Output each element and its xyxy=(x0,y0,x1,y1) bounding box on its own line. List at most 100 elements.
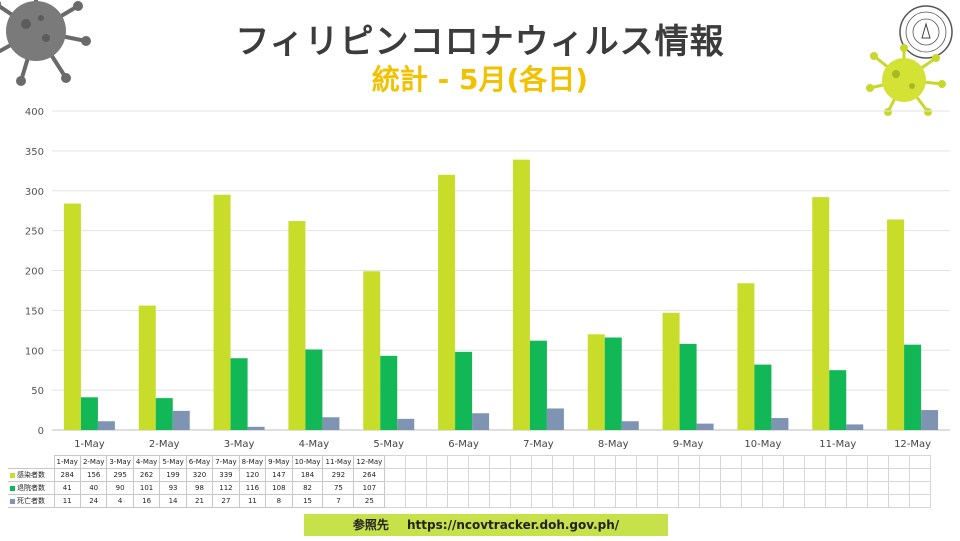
table-header-cell: 9-May xyxy=(265,455,293,469)
table-empty-cell xyxy=(699,468,722,482)
table-cell: 147 xyxy=(265,468,293,482)
bar-recovered xyxy=(904,344,922,430)
table-empty-cell xyxy=(804,481,827,495)
table-cell: 40 xyxy=(79,481,108,495)
table-empty-cell xyxy=(384,494,407,508)
table-empty-cell xyxy=(426,494,449,508)
table-header-cell: 2-May xyxy=(79,455,108,469)
table-empty-cell xyxy=(657,455,680,469)
table-row: 感染者数 284 156 295 262 199 320 339 120 147 184 292 264 xyxy=(8,468,932,482)
bar-cases xyxy=(138,305,156,430)
table-empty-cell xyxy=(846,468,869,482)
table-cell: 24 xyxy=(79,494,108,508)
table-cell: 156 xyxy=(79,468,108,482)
bar-cases xyxy=(213,194,231,430)
table-cell: 108 xyxy=(265,481,293,495)
bar-recovered xyxy=(380,355,398,430)
bar-recovered xyxy=(604,337,622,430)
table-empty-cell xyxy=(846,494,869,508)
table-empty-cell xyxy=(468,481,491,495)
table-empty-cell xyxy=(804,468,827,482)
table-cell: 93 xyxy=(159,481,187,495)
table-empty-cell xyxy=(405,455,428,469)
table-row: 死亡者数 11 24 4 16 14 21 27 11 8 15 7 25 xyxy=(8,494,932,508)
bar-deaths xyxy=(397,418,415,430)
table-empty-cell xyxy=(720,468,743,482)
y-tick-label: 150 xyxy=(25,306,44,317)
table-header-cell: 1-May xyxy=(53,455,81,469)
table-empty-cell xyxy=(867,468,890,482)
table-empty-cell xyxy=(615,468,638,482)
table-cell: 27 xyxy=(212,494,240,508)
table-empty-cell xyxy=(741,468,764,482)
table-header-cell: 11-May xyxy=(322,455,355,469)
x-tick-label: 10-May xyxy=(744,439,781,450)
x-tick-label: 2-May xyxy=(149,439,180,450)
table-empty-cell xyxy=(909,455,932,469)
table-empty-cell xyxy=(552,481,575,495)
page-subtitle: 統計 - 5月(各日) xyxy=(371,63,589,96)
page-title: フィリピンコロナウィルス情報 xyxy=(235,22,725,62)
y-tick-label: 250 xyxy=(25,227,44,238)
table-cell: 339 xyxy=(212,468,240,482)
table-empty-cell xyxy=(804,455,827,469)
table-empty-cell xyxy=(384,455,407,469)
bar-cases xyxy=(587,334,605,430)
bar-deaths xyxy=(247,426,265,430)
table-empty-cell xyxy=(888,455,911,469)
legend-entry: 死亡者数 xyxy=(8,494,55,508)
table-empty-cell xyxy=(636,455,659,469)
table-header-cell: 3-May xyxy=(106,455,134,469)
table-empty-cell xyxy=(426,468,449,482)
table-empty-cell xyxy=(636,468,659,482)
table-empty-cell xyxy=(825,455,848,469)
table-cell: 199 xyxy=(159,468,187,482)
table-empty-cell xyxy=(489,481,512,495)
bar-deaths xyxy=(97,421,115,430)
table-empty-cell xyxy=(825,494,848,508)
table-empty-cell xyxy=(720,494,743,508)
table-cell: 120 xyxy=(238,468,267,482)
table-empty-cell xyxy=(909,481,932,495)
table-empty-cell xyxy=(783,468,806,482)
bar-recovered xyxy=(529,340,547,430)
bar-deaths xyxy=(472,413,490,430)
legend-label: 退院者数 xyxy=(17,484,45,492)
x-tick-label: 5-May xyxy=(373,439,404,450)
table-empty-cell xyxy=(741,481,764,495)
y-tick-label: 100 xyxy=(25,346,44,357)
bar-cases xyxy=(438,174,456,430)
source-url[interactable]: https://ncovtracker.doh.gov.ph/ xyxy=(407,518,620,532)
x-tick-label: 8-May xyxy=(598,439,629,450)
table-empty-cell xyxy=(489,455,512,469)
table-empty-cell xyxy=(447,494,470,508)
table-empty-cell xyxy=(699,455,722,469)
bar-cases xyxy=(737,283,755,430)
table-cell: 16 xyxy=(132,494,161,508)
bar-deaths xyxy=(771,418,789,430)
y-tick-label: 0 xyxy=(38,426,44,437)
table-empty-cell xyxy=(510,468,533,482)
table-empty-cell xyxy=(552,455,575,469)
table-empty-cell xyxy=(636,494,659,508)
table-empty-cell xyxy=(510,494,533,508)
table-empty-cell xyxy=(636,481,659,495)
table-empty-cell xyxy=(594,455,617,469)
table-empty-cell xyxy=(384,468,407,482)
x-tick-label: 9-May xyxy=(673,439,704,450)
table-cell: 184 xyxy=(291,468,324,482)
bar-cases xyxy=(812,197,830,430)
table-empty-cell xyxy=(594,468,617,482)
table-header-row: 1-May 2-May 3-May 4-May 5-May 6-May 7-May 8-May… xyxy=(8,455,932,469)
table-empty-cell xyxy=(678,455,701,469)
bar-recovered xyxy=(80,397,98,430)
table-empty-cell xyxy=(867,494,890,508)
bar-cases xyxy=(288,221,306,430)
bar-deaths xyxy=(322,417,340,430)
x-tick-label: 12-May xyxy=(894,439,931,450)
table-cell: 7 xyxy=(322,494,355,508)
table-empty-cell xyxy=(405,481,428,495)
table-empty-cell xyxy=(888,468,911,482)
bar-deaths xyxy=(696,423,714,430)
bar-recovered xyxy=(754,364,772,430)
